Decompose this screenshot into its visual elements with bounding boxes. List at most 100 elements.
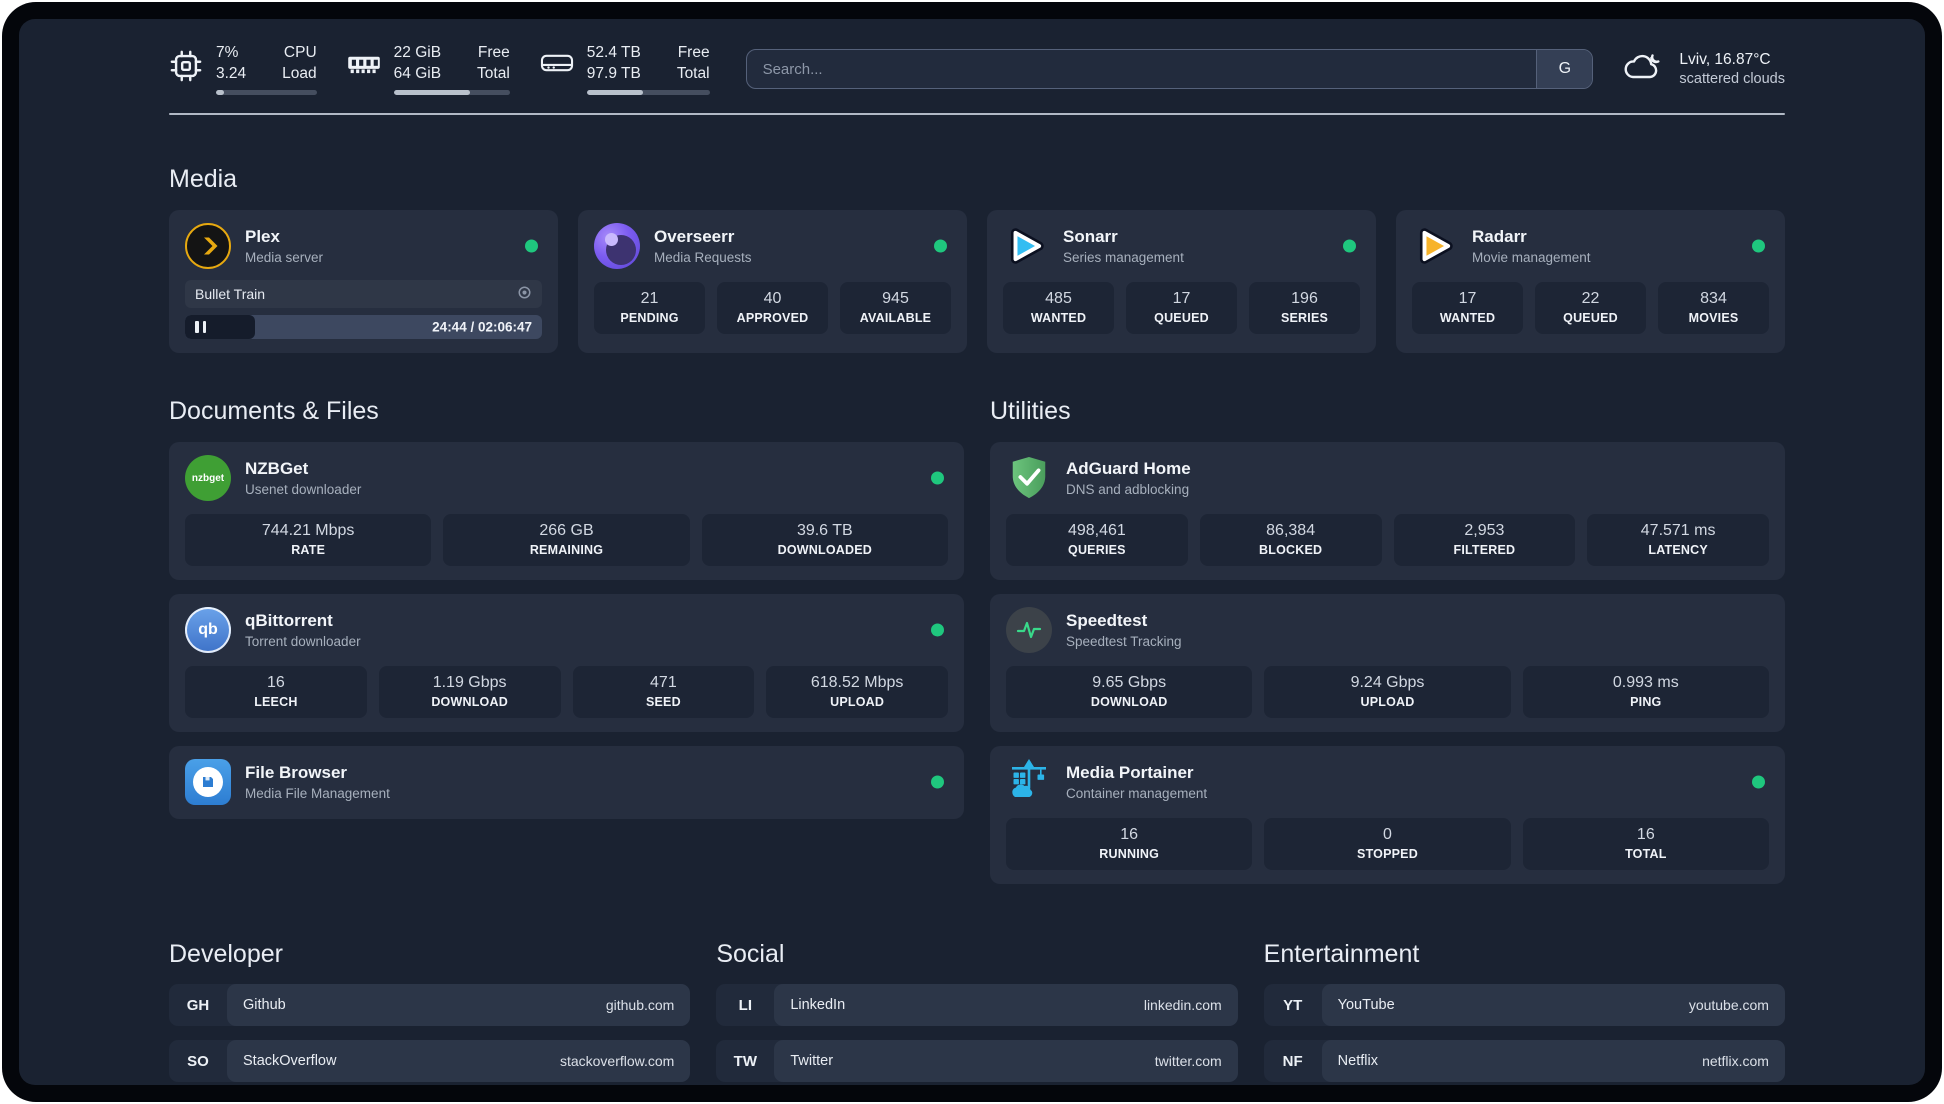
app-name: Media Portainer	[1066, 763, 1194, 782]
utilities-column: Utilities	[990, 397, 1785, 884]
stat-download: 1.19 Gbps DOWNLOAD	[378, 666, 561, 718]
app-name: qBittorrent	[245, 611, 333, 630]
disk-total-label: Total	[676, 65, 710, 82]
section-title-media: Media	[169, 165, 238, 193]
section-title-entertainment: Entertainment	[1263, 940, 1420, 968]
topbar-divider	[169, 113, 1785, 115]
stat-latency: 47.571 ms LATENCY	[1587, 514, 1769, 566]
app-card-portainer[interactable]: Media Portainer Container management 16 R…	[990, 746, 1785, 884]
status-dot-online	[931, 775, 944, 789]
bookmark-netflix[interactable]: NF Netflix netflix.com	[1263, 1040, 1785, 1082]
stat-downloaded: 39.6 TB DOWNLOADED	[701, 514, 948, 566]
bookmark-linkedin[interactable]: LI LinkedIn linkedin.com	[716, 984, 1238, 1026]
bookmark-abbr: YT	[1283, 996, 1303, 1014]
nzbget-icon: nzbget	[185, 455, 231, 501]
bookmark-abbr: SO	[187, 1052, 209, 1070]
search-input[interactable]	[746, 50, 1537, 88]
stat-upload: 9.24 Gbps UPLOAD	[1264, 666, 1511, 718]
bookmark-name: Netflix	[1337, 1053, 1378, 1069]
status-dot-online	[1752, 775, 1765, 789]
stat-wanted: 485 WANTED	[1003, 282, 1114, 334]
playback-progress-bar[interactable]: 24:44 / 02:06:47	[185, 315, 542, 339]
app-name: Plex	[245, 227, 280, 246]
weather-condition: scattered clouds	[1679, 71, 1785, 87]
bookmark-name: StackOverflow	[243, 1053, 337, 1069]
cpu-value: 7%	[216, 44, 239, 61]
cpu-progress	[216, 90, 317, 95]
memory-total-value: 64 GiB	[393, 65, 442, 82]
memory-free-value: 22 GiB	[393, 44, 442, 61]
entertainment-column: Entertainment YT YouTube youtube.com NF …	[1263, 940, 1785, 1085]
media-type-icon	[517, 285, 532, 303]
status-dot-online	[931, 471, 944, 485]
bookmark-abbr: NF	[1282, 1052, 1303, 1070]
bookmark-twitter[interactable]: TW Twitter twitter.com	[716, 1040, 1238, 1082]
memory-total-label: Total	[477, 65, 510, 82]
app-card-filebrowser[interactable]: File Browser Media File Management	[169, 746, 964, 819]
app-description: Media Requests	[654, 250, 752, 265]
hard-drive-icon	[540, 49, 574, 82]
app-name: NZBGet	[245, 459, 309, 478]
status-dot-online	[931, 623, 944, 637]
bookmark-url: netflix.com	[1702, 1053, 1769, 1069]
cpu-label: CPU	[283, 44, 317, 61]
bookmark-name: Github	[243, 997, 286, 1013]
section-title-utilities: Utilities	[990, 397, 1071, 425]
app-card-sonarr[interactable]: Sonarr Series management 485 WANTED 17 QUE…	[987, 210, 1376, 353]
dashboard-panel: 7% CPU 3.24 Load	[19, 19, 1925, 1085]
bookmark-stackoverflow[interactable]: SO StackOverflow stackoverflow.com	[169, 1040, 691, 1082]
app-name: AdGuard Home	[1066, 459, 1191, 478]
stat-pending: 21 PENDING	[594, 282, 705, 334]
app-description: Media server	[245, 250, 324, 265]
search-engine-button[interactable]: G	[1536, 50, 1593, 88]
stat-seed: 471 SEED	[572, 666, 755, 718]
memory-progress	[393, 90, 510, 95]
stat-series: 196 SERIES	[1249, 282, 1360, 334]
cloud-icon	[1621, 50, 1665, 89]
cpu-load-value: 3.24	[216, 65, 247, 82]
stat-total: 16 TOTAL	[1522, 818, 1769, 870]
now-playing-title: Bullet Train	[195, 286, 266, 302]
app-description: DNS and adblocking	[1066, 482, 1190, 497]
stat-ping: 0.993 ms PING	[1522, 666, 1769, 718]
app-card-adguard[interactable]: AdGuard Home DNS and adblocking 498,461 Q…	[990, 442, 1785, 580]
memory-free-label: Free	[477, 44, 510, 61]
stat-running: 16 RUNNING	[1006, 818, 1253, 870]
cpu-stat: 7% CPU 3.24 Load	[169, 43, 317, 95]
status-dot-online	[1752, 239, 1765, 253]
bookmark-url: github.com	[605, 997, 675, 1013]
status-dot-online	[934, 239, 947, 253]
memory-progress-fill	[393, 90, 471, 95]
stat-rate: 744.21 Mbps RATE	[185, 514, 432, 566]
app-card-speedtest[interactable]: Speedtest Speedtest Tracking 9.65 Gbps DO…	[990, 594, 1785, 732]
stat-blocked: 86,384 BLOCKED	[1199, 514, 1382, 566]
stat-queued: 17 QUEUED	[1126, 282, 1237, 334]
bookmark-url: youtube.com	[1688, 997, 1769, 1013]
playback-time: 24:44 / 02:06:47	[432, 319, 532, 335]
stat-leech: 16 LEECH	[185, 666, 367, 718]
sonarr-icon	[1003, 223, 1049, 269]
app-card-nzbget[interactable]: nzbget NZBGet Usenet downloader 744.21 M…	[169, 442, 964, 580]
app-card-qbittorrent[interactable]: qb qBittorrent Torrent downloader 16 LEEC…	[169, 594, 964, 732]
app-card-radarr[interactable]: Radarr Movie management 17 WANTED 22 QUEUE…	[1396, 210, 1785, 353]
weather-widget: Lviv, 16.87°C scattered clouds	[1621, 50, 1785, 89]
stat-stopped: 0 STOPPED	[1264, 818, 1511, 870]
stat-filtered: 2,953 FILTERED	[1393, 514, 1576, 566]
app-card-plex[interactable]: Plex Media server Bullet Train	[169, 210, 558, 353]
bookmark-github[interactable]: GH Github github.com	[169, 984, 691, 1026]
bookmark-abbr: GH	[186, 996, 210, 1014]
memory-icon	[347, 49, 381, 84]
pause-icon[interactable]	[195, 321, 206, 333]
plex-icon	[185, 223, 231, 269]
bookmark-youtube[interactable]: YT YouTube youtube.com	[1263, 984, 1785, 1026]
app-name: Radarr	[1472, 227, 1527, 246]
app-description: Speedtest Tracking	[1066, 634, 1182, 649]
bookmark-abbr: TW	[733, 1052, 757, 1070]
app-card-overseerr[interactable]: Overseerr Media Requests 21 PENDING 40 APP…	[578, 210, 967, 353]
search-bar[interactable]: G	[745, 49, 1594, 89]
app-name: Overseerr	[654, 227, 735, 246]
stat-movies: 834 MOVIES	[1658, 282, 1769, 334]
stat-upload: 618.52 Mbps UPLOAD	[766, 666, 948, 718]
plex-now-playing: Bullet Train 24:44 / 02:06:47	[185, 280, 542, 339]
stat-download: 9.65 Gbps DOWNLOAD	[1006, 666, 1253, 718]
